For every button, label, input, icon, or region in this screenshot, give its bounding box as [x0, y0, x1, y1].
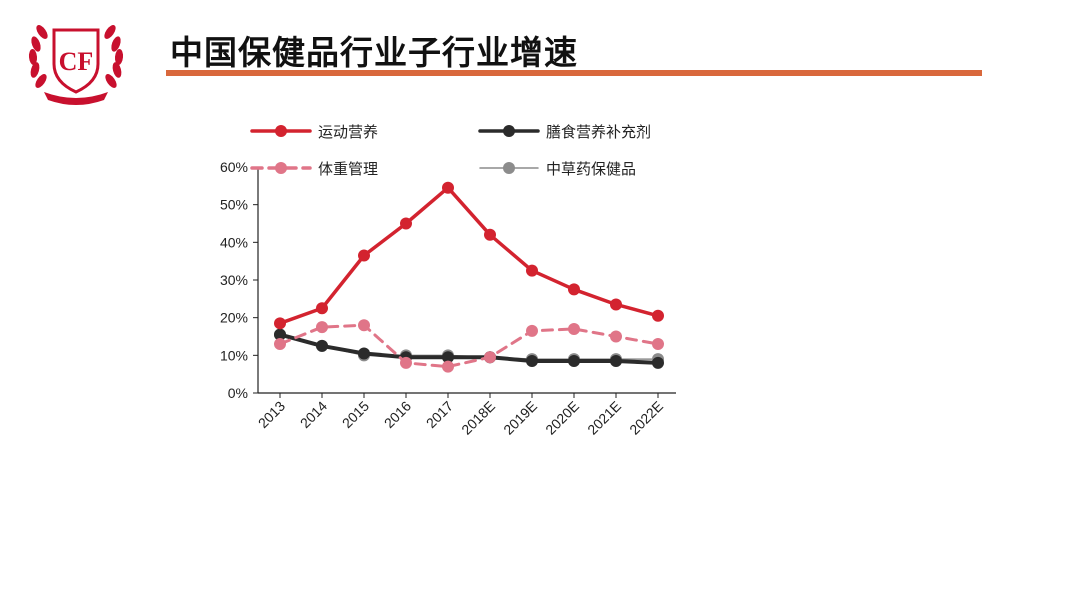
series-0 [274, 181, 664, 330]
series-line [278, 332, 660, 365]
data-point [526, 324, 538, 337]
data-point [274, 317, 286, 330]
x-tick-label: 2017 [423, 398, 456, 431]
logo-text: CF [59, 47, 94, 76]
data-point [484, 351, 496, 364]
x-tick-label: 2021E [584, 398, 624, 438]
x-tick-label: 2019E [500, 398, 540, 438]
legend-label: 运动营养 [318, 123, 378, 141]
chart-axes: 0% 10% 20% 30% 40% 50% 60% 2013 2014 2015 2016 2017… [220, 159, 676, 438]
series-1 [274, 328, 664, 369]
shield-icon [52, 28, 100, 94]
data-point [442, 351, 454, 364]
legend-marker [503, 162, 515, 174]
data-point [610, 354, 622, 367]
data-point [652, 356, 664, 369]
x-tick-label: 2014 [297, 398, 330, 431]
data-point [652, 309, 664, 322]
x-tick-label: 2013 [255, 398, 288, 431]
data-point [274, 328, 286, 341]
data-point [274, 338, 286, 351]
legend-label: 体重管理 [318, 160, 378, 178]
data-point [316, 302, 328, 315]
data-point [610, 298, 622, 311]
legend-marker [275, 162, 287, 174]
data-point [652, 338, 664, 351]
x-tick-label: 2018E [458, 398, 498, 438]
chart-series [274, 181, 664, 373]
data-point [358, 347, 370, 360]
legend-item: 中草药保健品 [479, 160, 636, 178]
legend-label: 中草药保健品 [546, 160, 636, 178]
data-point [316, 339, 328, 352]
x-tick-label: 2016 [381, 398, 414, 431]
data-point [400, 217, 412, 230]
legend-label: 膳食营养补充剂 [546, 123, 651, 141]
legend-item: 运动营养 [250, 123, 378, 141]
data-point [526, 264, 538, 277]
data-point [526, 354, 538, 367]
data-point [568, 354, 580, 367]
legend-item: 体重管理 [250, 160, 378, 178]
x-tick-label: 2022E [626, 398, 666, 438]
legend-marker [275, 125, 287, 137]
data-point [568, 283, 580, 296]
y-tick-label: 10% [220, 347, 248, 363]
cf-logo: CF [28, 25, 124, 105]
ribbon-icon [44, 92, 108, 105]
data-point [358, 319, 370, 332]
x-tick-label: 2020E [542, 398, 582, 438]
data-point [316, 321, 328, 334]
data-point [442, 181, 454, 194]
page-title: 中国保健品行业子行业增速 [170, 33, 578, 72]
legend-marker [503, 125, 515, 137]
data-point [358, 249, 370, 262]
series-line [278, 323, 660, 369]
data-point [442, 360, 454, 373]
x-tick-label: 2015 [339, 398, 372, 431]
y-tick-label: 40% [220, 234, 248, 250]
legend-item: 膳食营养补充剂 [478, 123, 651, 141]
series-line [278, 185, 660, 326]
y-tick-label: 60% [220, 159, 248, 175]
y-tick-label: 50% [220, 197, 248, 213]
laurel-wreath-icon [28, 25, 124, 88]
y-tick-label: 20% [220, 310, 248, 326]
data-point [568, 322, 580, 335]
data-point [484, 228, 496, 241]
data-point [610, 330, 622, 343]
series-2 [274, 319, 664, 373]
y-tick-label: 30% [220, 272, 248, 288]
data-point [400, 356, 412, 369]
y-tick-label: 0% [228, 385, 248, 401]
title-underline [166, 70, 982, 76]
